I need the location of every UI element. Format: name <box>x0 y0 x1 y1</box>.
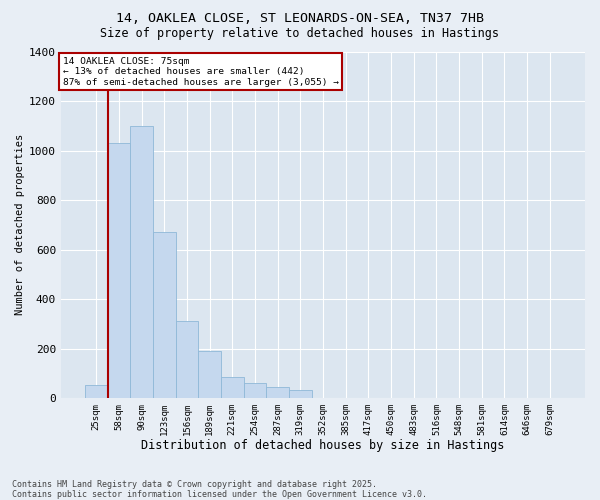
Bar <box>198 351 221 398</box>
Text: Contains public sector information licensed under the Open Government Licence v3: Contains public sector information licen… <box>12 490 427 499</box>
Bar <box>221 377 244 398</box>
Bar <box>153 232 176 398</box>
Bar <box>244 384 266 398</box>
Text: Contains HM Land Registry data © Crown copyright and database right 2025.: Contains HM Land Registry data © Crown c… <box>12 480 377 489</box>
Text: Size of property relative to detached houses in Hastings: Size of property relative to detached ho… <box>101 28 499 40</box>
Bar <box>107 143 130 398</box>
Bar <box>266 387 289 398</box>
Text: 14 OAKLEA CLOSE: 75sqm
← 13% of detached houses are smaller (442)
87% of semi-de: 14 OAKLEA CLOSE: 75sqm ← 13% of detached… <box>62 56 338 86</box>
Bar <box>85 384 107 398</box>
Y-axis label: Number of detached properties: Number of detached properties <box>15 134 25 316</box>
Bar <box>130 126 153 398</box>
Bar <box>176 322 198 398</box>
Bar <box>289 390 311 398</box>
X-axis label: Distribution of detached houses by size in Hastings: Distribution of detached houses by size … <box>142 440 505 452</box>
Text: 14, OAKLEA CLOSE, ST LEONARDS-ON-SEA, TN37 7HB: 14, OAKLEA CLOSE, ST LEONARDS-ON-SEA, TN… <box>116 12 484 26</box>
